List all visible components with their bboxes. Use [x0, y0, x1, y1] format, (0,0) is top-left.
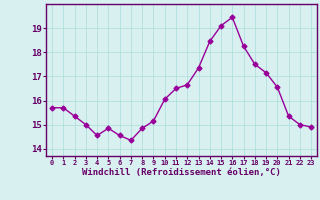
X-axis label: Windchill (Refroidissement éolien,°C): Windchill (Refroidissement éolien,°C): [82, 168, 281, 177]
